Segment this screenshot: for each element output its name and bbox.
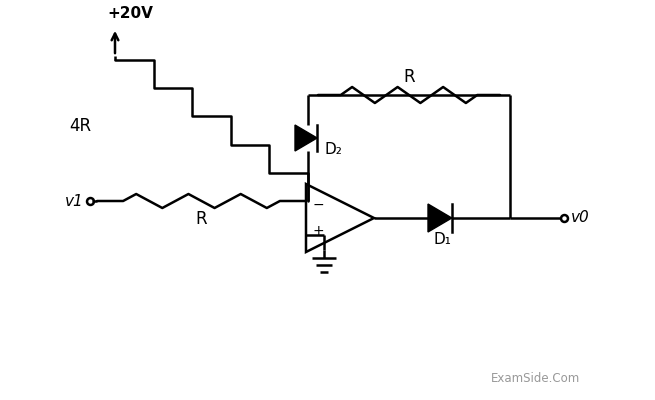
Text: D₁: D₁ (433, 232, 451, 248)
Text: ExamSide.Com: ExamSide.Com (491, 372, 580, 384)
Polygon shape (428, 204, 452, 232)
Text: R: R (196, 210, 208, 228)
Text: 4R: 4R (69, 116, 91, 134)
Text: −: − (312, 198, 324, 212)
Text: +: + (312, 224, 324, 238)
Text: D₂: D₂ (324, 142, 342, 158)
Text: +20V: +20V (107, 6, 153, 21)
Text: R: R (403, 68, 415, 86)
Polygon shape (295, 125, 317, 151)
Text: v0: v0 (571, 210, 590, 226)
Text: v1: v1 (65, 194, 83, 208)
